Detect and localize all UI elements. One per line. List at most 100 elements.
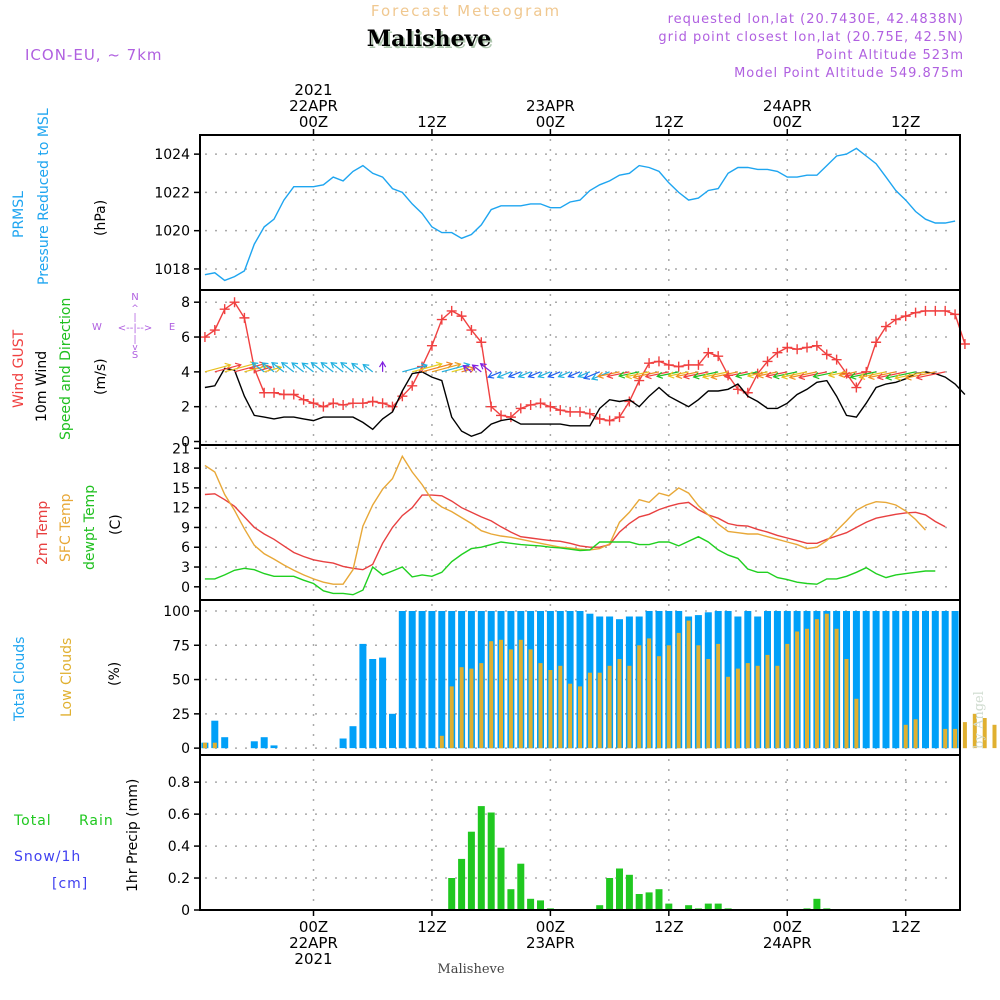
gust-marker: [762, 356, 773, 367]
bar-total-rain: [645, 892, 653, 910]
wind-direction-arrow: [281, 362, 295, 373]
gust-marker: [634, 375, 645, 386]
gust-marker: [575, 406, 585, 417]
gust-marker: [713, 351, 724, 362]
gust-marker: [594, 413, 605, 424]
y-tick-label: 6: [181, 540, 190, 556]
gust-marker: [811, 340, 822, 351]
wind-direction-arrow: [583, 371, 600, 379]
wind-direction-arrowhead: [320, 361, 328, 369]
bar-low-clouds: [785, 643, 790, 749]
gust-marker: [515, 403, 526, 414]
bar-low-clouds: [686, 620, 691, 749]
bar-low-clouds: [597, 672, 602, 749]
bar-total-clouds: [408, 611, 416, 749]
series-line-prmsl: [204, 147, 956, 282]
bar-low-clouds: [795, 631, 800, 749]
bar-low-clouds: [508, 649, 513, 749]
wind-direction-arrow: [657, 371, 679, 377]
gust-marker: [545, 401, 556, 412]
wind-direction-arrowhead: [675, 371, 683, 380]
top-time-label: 00Z: [773, 113, 802, 131]
wind-direction-arrow: [412, 363, 442, 373]
wind-direction-arrowhead: [330, 361, 338, 369]
bar-total-clouds: [951, 611, 959, 749]
gust-marker: [466, 325, 477, 336]
gust-marker: [683, 359, 694, 370]
bar-total-rain: [616, 868, 623, 910]
y-tick-label: 2: [181, 400, 190, 416]
wind-direction-arrowhead: [735, 371, 743, 379]
gust-marker: [614, 412, 625, 423]
wind-direction-arrow: [747, 371, 768, 377]
wind-direction-arrow: [789, 371, 818, 379]
bar-low-clouds: [953, 728, 958, 749]
wind-direction-arrowhead: [632, 372, 640, 380]
series-line-10m-wind: [204, 367, 966, 438]
bar-low-clouds: [587, 672, 592, 749]
wind-direction-arrowhead: [479, 363, 487, 370]
bar-low-clouds: [805, 628, 809, 749]
gust-marker: [486, 401, 497, 412]
precip-legend-snow: Snow/1h: [14, 849, 81, 865]
wind-direction-arrow: [528, 371, 541, 378]
y-tick-label: 15: [172, 481, 190, 497]
bar-total-clouds: [379, 657, 387, 749]
y-tick-label: 0.4: [168, 839, 190, 855]
wind-direction-arrow: [271, 362, 285, 373]
bar-total-clouds: [448, 611, 456, 749]
bar-low-clouds: [538, 663, 543, 749]
bar-total-rain: [655, 889, 663, 910]
bar-total-rain: [527, 898, 535, 910]
bar-total-clouds: [339, 738, 347, 749]
wind-direction-arrow: [916, 371, 946, 379]
y-tick-label: 18: [172, 461, 190, 477]
gust-marker: [199, 332, 210, 343]
gust-marker: [792, 344, 803, 355]
wind-direction-arrow: [234, 363, 266, 373]
wind-direction-arrowhead: [577, 371, 585, 379]
bar-total-clouds: [892, 611, 900, 749]
bottom-time-label: 12Z: [891, 918, 920, 936]
bar-low-clouds: [982, 718, 987, 749]
wind-direction-arrow: [558, 371, 571, 378]
bar-low-clouds: [607, 665, 612, 749]
bar-total-rain: [477, 806, 485, 910]
wind-direction-arrow: [262, 362, 275, 373]
bar-total-clouds: [428, 611, 436, 749]
wind-direction-arrowhead: [710, 372, 718, 380]
wind-direction-arrow: [711, 371, 739, 379]
y-tick-label: 6: [181, 330, 190, 346]
pressure-label-desc: Pressure Reduced to MSL: [36, 108, 52, 285]
bottom-time-label: 00Z: [536, 918, 565, 936]
gust-marker: [209, 325, 220, 336]
gust-marker: [890, 314, 901, 325]
compass-icon: N S W E <--|--> ^ | | v: [92, 292, 175, 361]
wind-direction-arrowhead: [261, 362, 269, 369]
bar-low-clouds: [755, 665, 760, 749]
bar-low-clouds: [676, 632, 681, 749]
bar-low-clouds: [548, 670, 553, 749]
wind-direction-arrow: [351, 363, 364, 373]
bar-low-clouds: [903, 724, 908, 749]
y-tick-label: 8: [181, 295, 190, 311]
y-tick-label: 0.6: [168, 807, 190, 823]
wind-direction-arrowhead: [723, 372, 731, 380]
bar-low-clouds: [696, 645, 701, 749]
wind-direction-arrowhead: [788, 373, 796, 381]
bottom-time-label: 22APR: [289, 934, 338, 952]
cloud-label-total: Total Clouds: [12, 637, 28, 722]
bar-low-clouds: [469, 668, 474, 749]
bar-total-clouds: [359, 643, 367, 749]
wind-direction-arrowhead: [618, 371, 626, 379]
bar-low-clouds: [775, 665, 780, 749]
wind-direction-arrowhead: [596, 371, 604, 379]
top-time-label: 2021: [294, 81, 332, 99]
wind-direction-arrowhead: [590, 373, 599, 381]
super-title: Forecast Meteogram: [371, 2, 561, 20]
wind-direction-arrow: [402, 364, 427, 373]
gust-marker: [565, 406, 576, 417]
wind-direction-arrow: [625, 371, 650, 378]
wind-direction-arrow: [845, 371, 867, 377]
